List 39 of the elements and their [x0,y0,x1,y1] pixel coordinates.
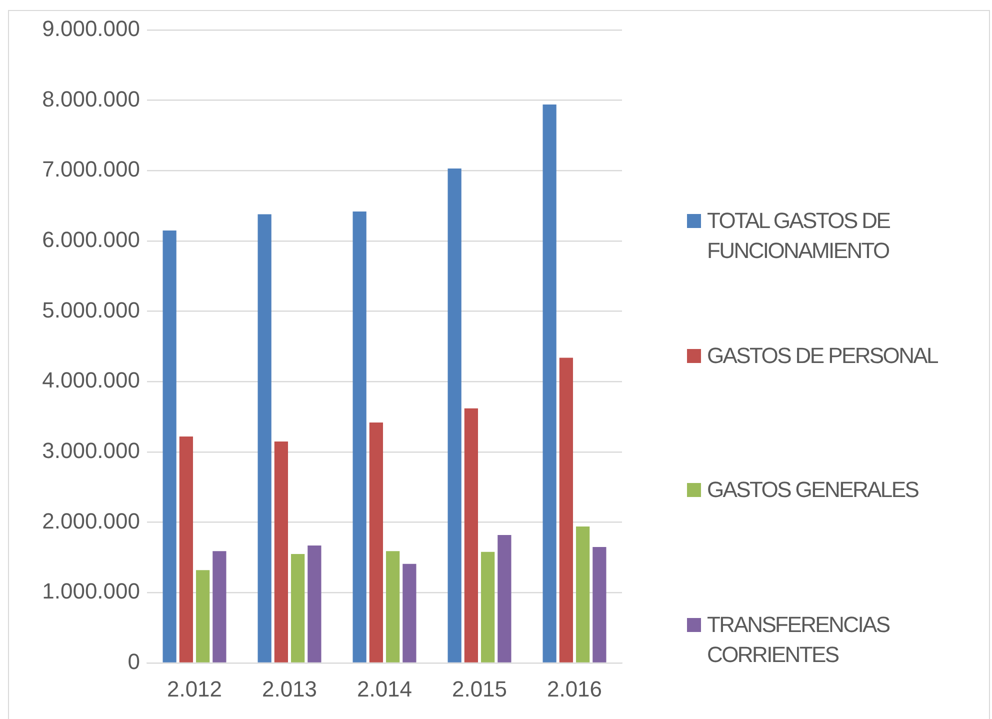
bar [179,436,194,662]
y-tick-label: 3.000.000 [42,438,140,464]
legend-label: TRANSFERENCIAS CORRIENTES [707,610,890,668]
bar [369,422,384,662]
bar [352,211,366,662]
bar [308,546,322,662]
bar [258,214,272,662]
x-tick-label: 2.016 [546,676,602,702]
y-tick-label: 6.000.000 [42,227,140,252]
x-tick-label: 2.013 [262,676,318,702]
legend-label: GASTOS DE PERSONAL [707,342,939,370]
y-tick-label: 5.000.000 [42,297,140,322]
bar [576,526,590,662]
y-tick-label: 0 [128,649,140,674]
bar [212,551,226,662]
legend-label: GASTOS GENERALES [707,476,920,504]
bar [498,534,512,662]
x-tick-label: 2.012 [166,676,222,702]
bar [402,564,416,662]
bar [559,358,574,662]
bar [162,230,176,662]
bar [290,554,305,662]
bar [480,552,495,662]
bar [592,546,606,662]
y-tick-label: 7.000.000 [42,156,140,182]
y-tick-label: 9.000.000 [42,16,140,42]
bar [386,551,400,662]
bar [196,570,210,662]
y-tick-label: 4.000.000 [42,368,140,393]
y-tick-label: 8.000.000 [42,86,140,112]
y-tick-label: 1.000.000 [42,578,140,604]
bar [448,168,462,662]
x-tick-label: 2.015 [452,676,508,702]
x-tick-label: 2.014 [356,676,412,702]
bar [274,441,288,662]
bar [542,104,556,662]
y-tick-label: 2.000.000 [42,508,140,534]
bar [464,408,478,662]
legend-label: TOTAL GASTOS DE FUNCIONAMIENTO [707,207,891,265]
